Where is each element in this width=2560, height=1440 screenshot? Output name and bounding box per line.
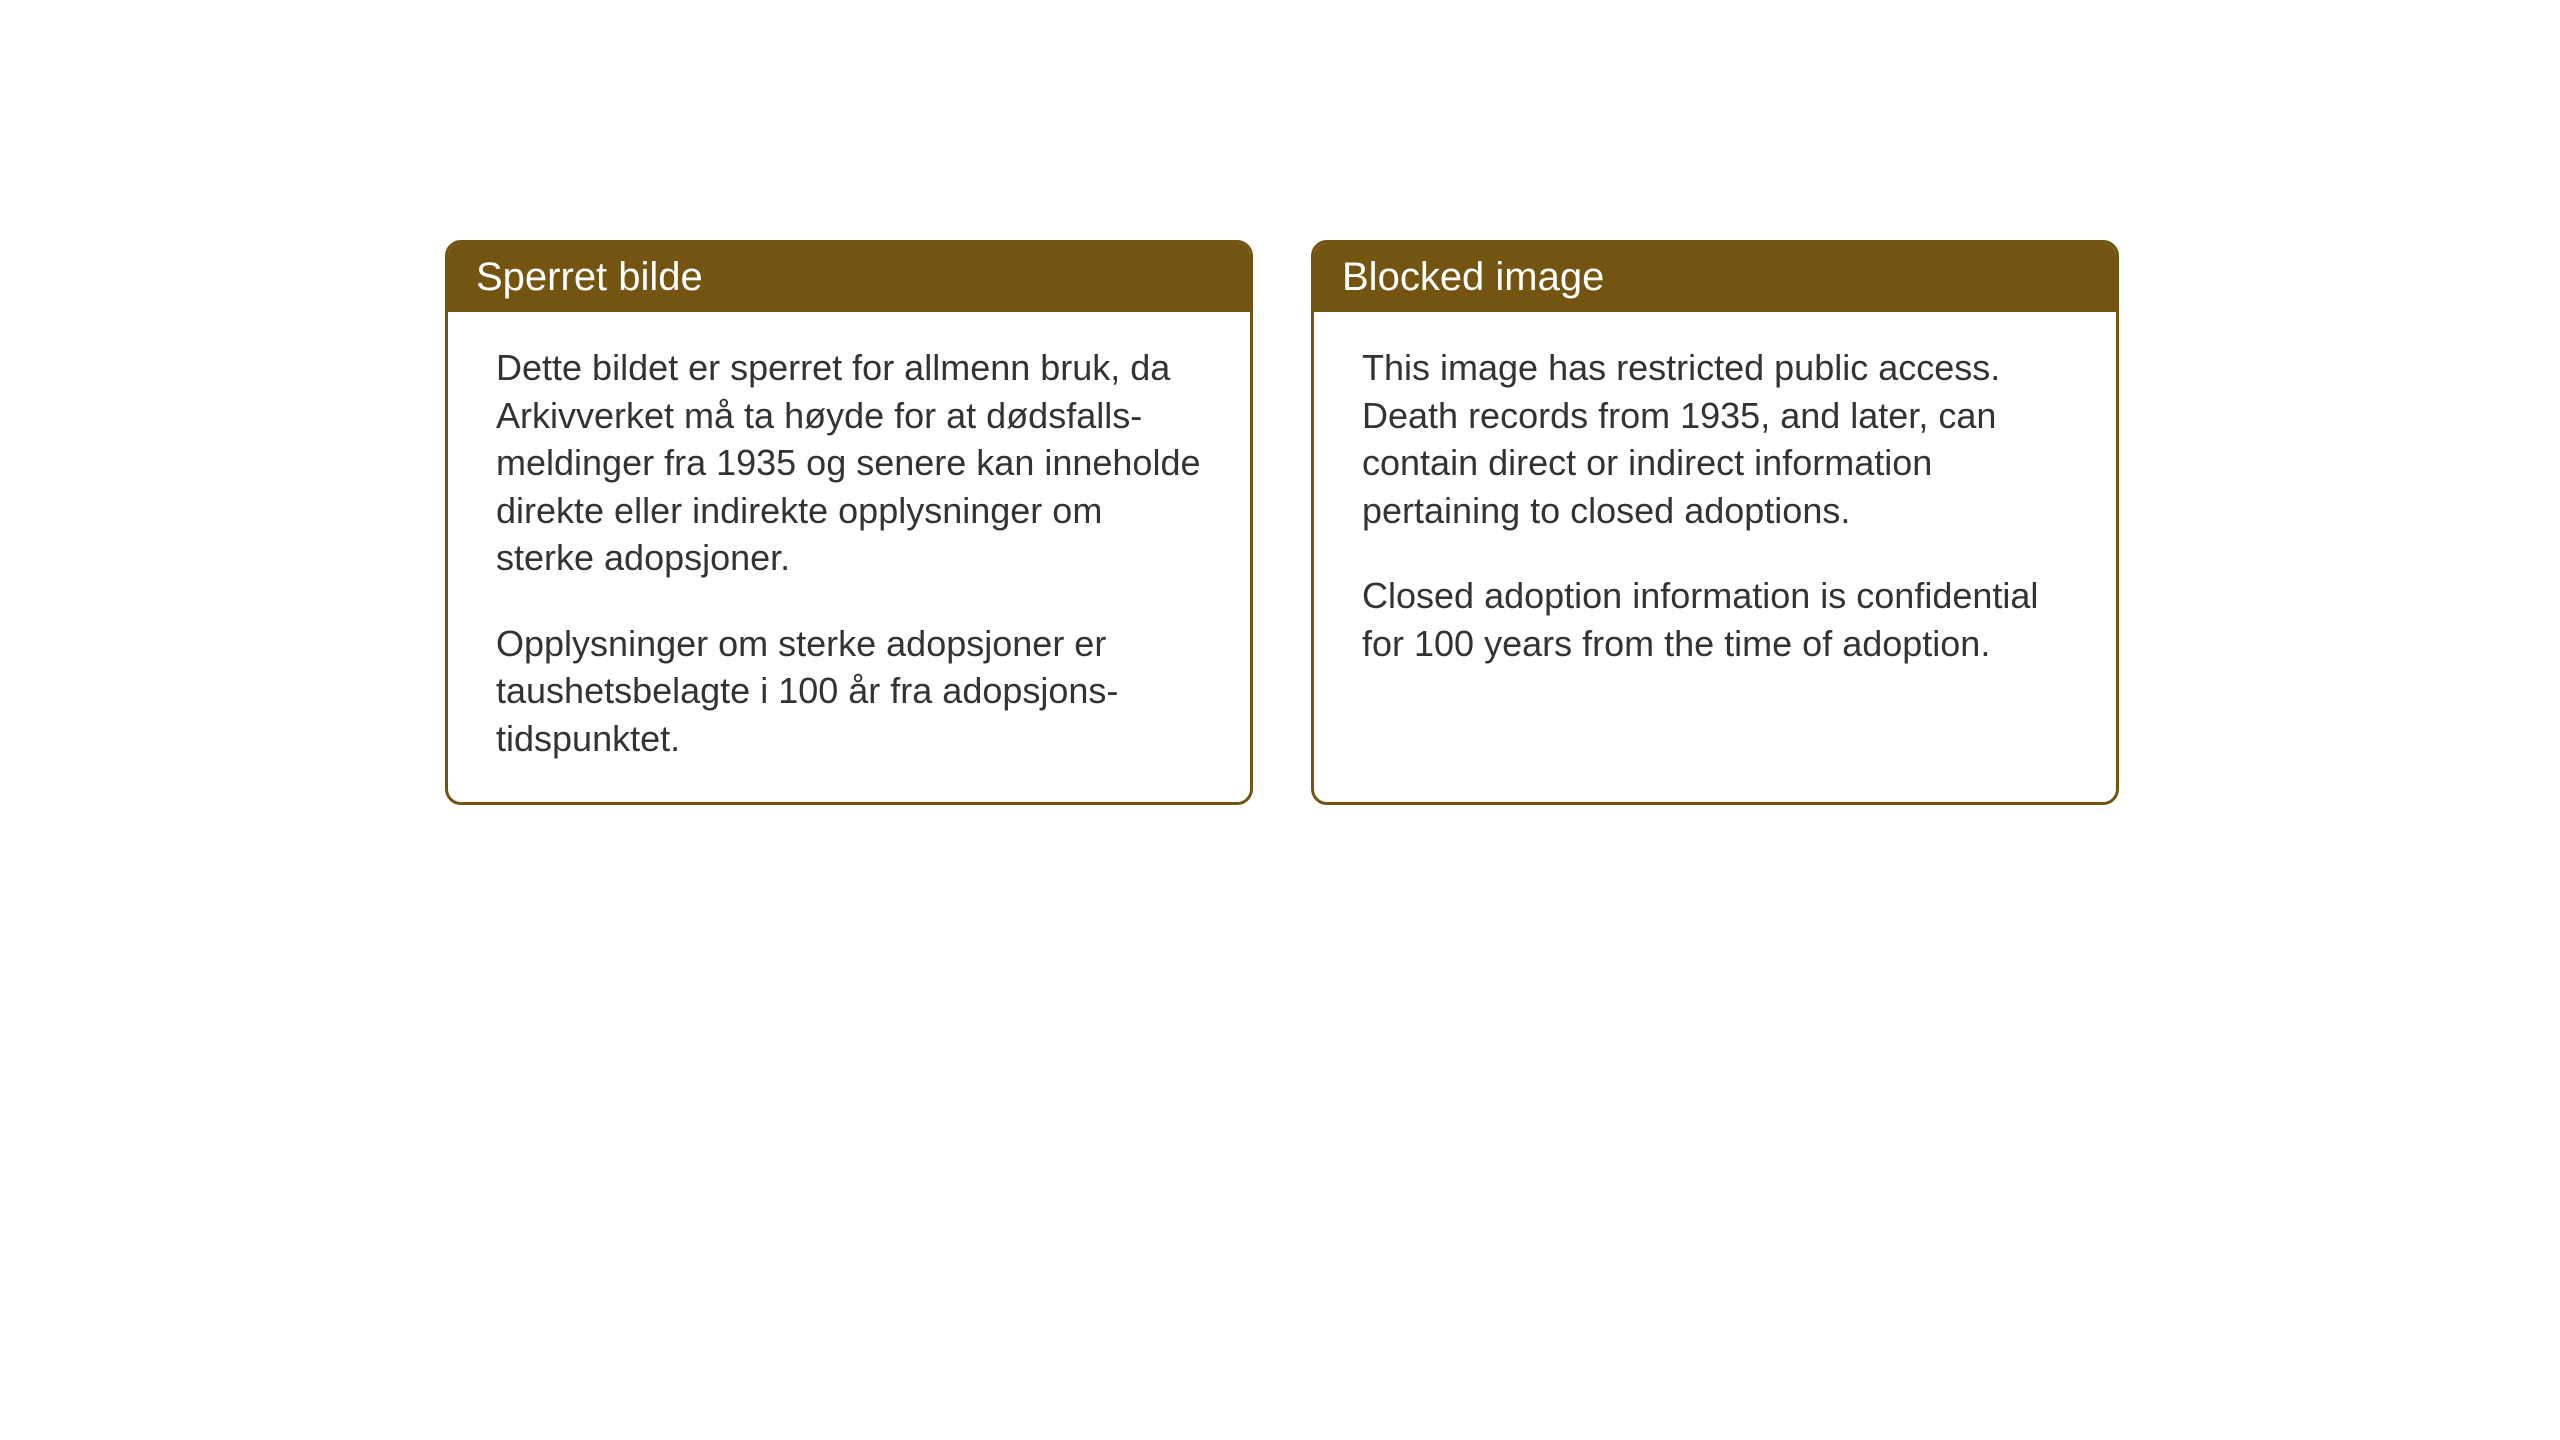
notice-paragraph: This image has restricted public access.… bbox=[1362, 344, 2068, 534]
notice-paragraph: Closed adoption information is confident… bbox=[1362, 572, 2068, 667]
notice-body-english: This image has restricted public access.… bbox=[1314, 312, 2116, 707]
notice-container: Sperret bilde Dette bildet er sperret fo… bbox=[445, 240, 2119, 805]
notice-paragraph: Dette bildet er sperret for allmenn bruk… bbox=[496, 344, 1202, 582]
notice-header-norwegian: Sperret bilde bbox=[448, 243, 1250, 312]
notice-box-norwegian: Sperret bilde Dette bildet er sperret fo… bbox=[445, 240, 1253, 805]
notice-box-english: Blocked image This image has restricted … bbox=[1311, 240, 2119, 805]
notice-header-english: Blocked image bbox=[1314, 243, 2116, 312]
notice-body-norwegian: Dette bildet er sperret for allmenn bruk… bbox=[448, 312, 1250, 802]
notice-paragraph: Opplysninger om sterke adopsjoner er tau… bbox=[496, 620, 1202, 763]
